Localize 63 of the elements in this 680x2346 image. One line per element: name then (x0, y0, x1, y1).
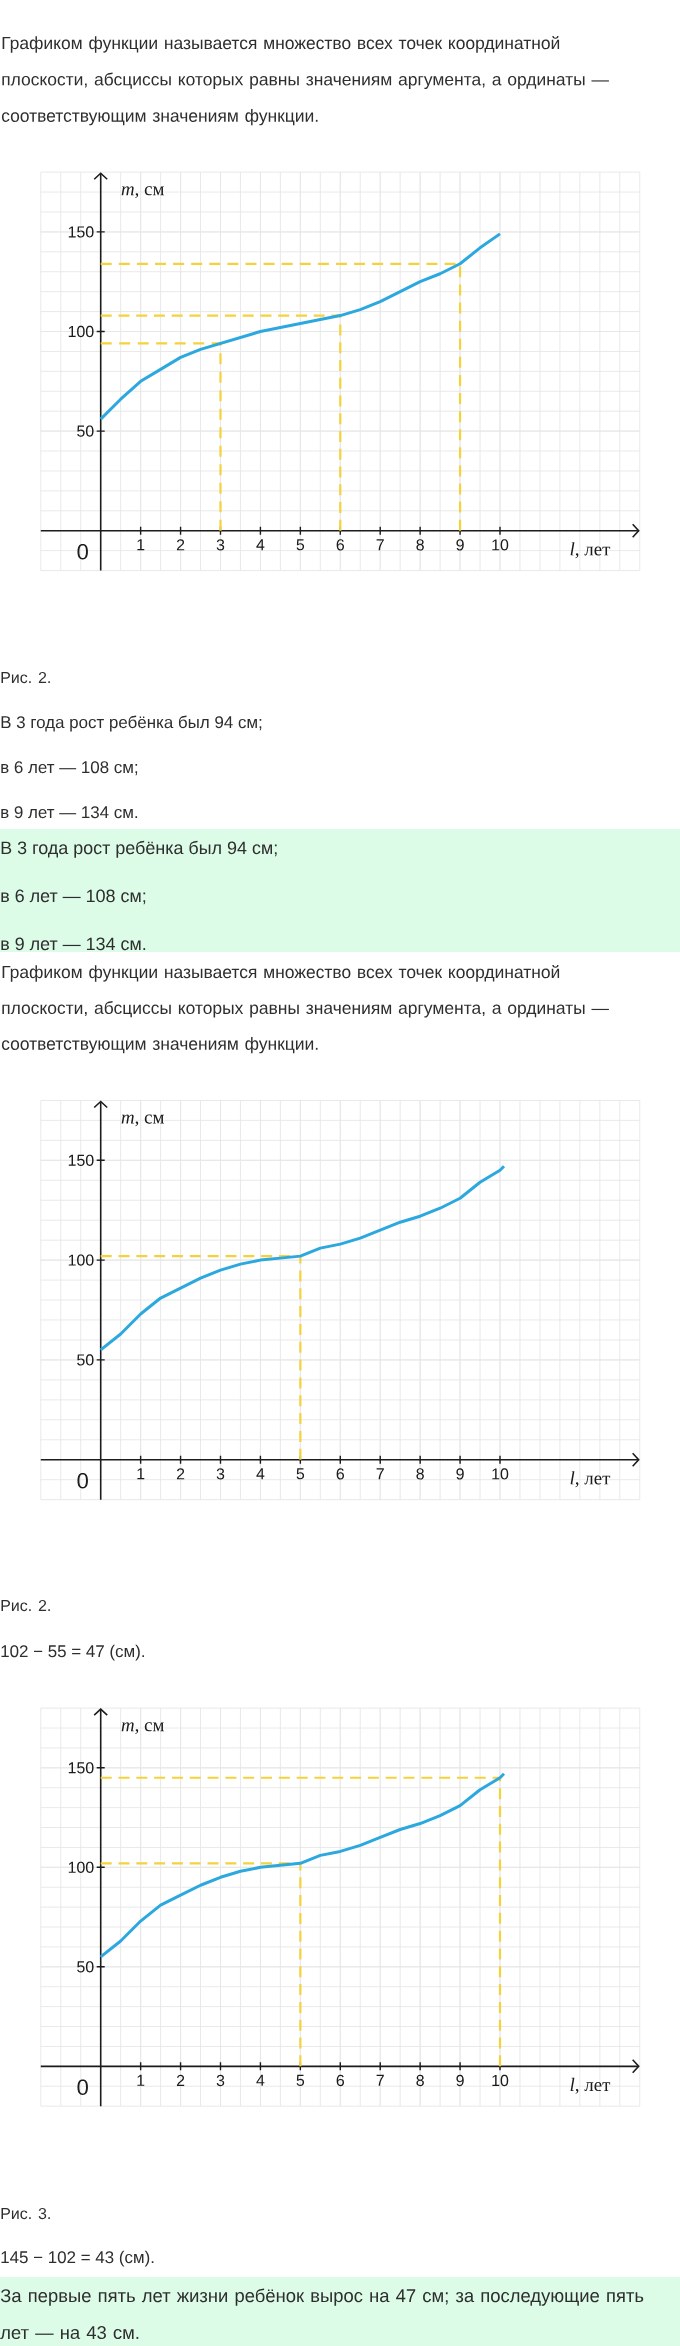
x-tick-label: 8 (416, 539, 424, 551)
annotation: 0 (77, 543, 88, 560)
x-tick-label: 2 (176, 1468, 185, 1480)
x-tick-label: 9 (456, 1468, 464, 1480)
text: В 3 года рост ребёнка был 94 см; (1, 840, 277, 858)
text: Рис. 2. (1, 671, 50, 684)
x-axis-title: l, лет (570, 1471, 611, 1488)
x-tick-label: 4 (256, 2074, 265, 2086)
x-tick-label: 3 (216, 2074, 225, 2087)
annotation: 0 (77, 1472, 88, 1489)
x-tick-label: 9 (456, 539, 464, 551)
text: в 9 лет — 134 см. (1, 937, 146, 951)
y-tick-label: 50 (77, 425, 94, 437)
x-tick-label: 7 (376, 539, 384, 551)
y-tick-label: 50 (77, 1961, 94, 1973)
x-tick-label: 4 (256, 1468, 265, 1480)
y-tick-label: 150 (68, 1762, 94, 1774)
y-tick-label: 100 (68, 1254, 94, 1266)
x-tick-label: 7 (376, 2074, 384, 2086)
x-tick-label: 5 (296, 539, 305, 551)
annotation: 0 (77, 2079, 88, 2096)
x-tick-label: 10 (492, 2074, 509, 2087)
y-tick-label: 150 (68, 226, 94, 238)
x-tick-label: 10 (492, 1468, 509, 1480)
text: 145 − 102 = 43 (см). (1, 2250, 154, 2267)
text: в 6 лет — 108 см; (1, 889, 146, 905)
text: 102 − 55 = 47 (см). (1, 1644, 144, 1661)
x-tick-label: 1 (137, 2074, 145, 2086)
y-tick-label: 150 (68, 1154, 94, 1166)
x-tick-label: 8 (416, 1468, 424, 1480)
x-tick-label: 1 (137, 539, 145, 551)
chart-title: Графиком функции называется множество всех точек координатной плоскости, абсциссы которых равны значениям аргумента, а ординаты — соответствующим значениям функции. (1, 965, 609, 1054)
x-tick-label: 1 (137, 1468, 145, 1480)
text: Рис. 2. (1, 1599, 50, 1612)
x-tick-label: 3 (216, 1468, 225, 1480)
x-tick-label: 5 (296, 2074, 305, 2086)
text: в 6 лет — 108 см; (1, 761, 138, 776)
x-tick-label: 2 (176, 539, 185, 551)
x-tick-label: 10 (492, 539, 509, 551)
x-axis-title: l, лет (570, 2077, 611, 2094)
x-tick-label: 3 (216, 539, 225, 551)
y-axis-title: m, см (121, 186, 164, 199)
y-tick-label: 50 (77, 1354, 94, 1366)
y-axis-title: m, см (121, 1722, 164, 1735)
x-tick-label: 8 (416, 2074, 424, 2087)
line-series (99, 1772, 506, 1959)
text: Рис. 3. (1, 2207, 50, 2220)
x-tick-label: 5 (296, 1468, 305, 1480)
x-tick-label: 9 (456, 2074, 464, 2087)
x-tick-label: 2 (176, 2074, 185, 2086)
text: в 9 лет — 134 см. (1, 806, 138, 819)
x-tick-label: 6 (336, 2074, 345, 2087)
y-tick-label: 100 (68, 325, 94, 338)
x-tick-label: 7 (376, 1468, 384, 1480)
x-tick-label: 6 (336, 1468, 345, 1480)
x-tick-label: 6 (336, 539, 345, 551)
x-tick-label: 4 (256, 539, 265, 551)
y-tick-label: 100 (68, 1861, 94, 1873)
text: В 3 года рост ребёнка был 94 см; (1, 715, 262, 732)
y-axis-title: m, см (121, 1114, 164, 1127)
text: За первые пять лет жизни ребёнок вырос на 47 см; за последующие пять лет — на 43 см. (0, 2288, 644, 2340)
x-axis-title: l, лет (570, 542, 611, 559)
chart-title: Графиком функции называется множество всех точек координатной плоскости, абсциссы которых равны значениям аргумента, а ординаты — соответствующим значениям функции. (1, 36, 609, 126)
